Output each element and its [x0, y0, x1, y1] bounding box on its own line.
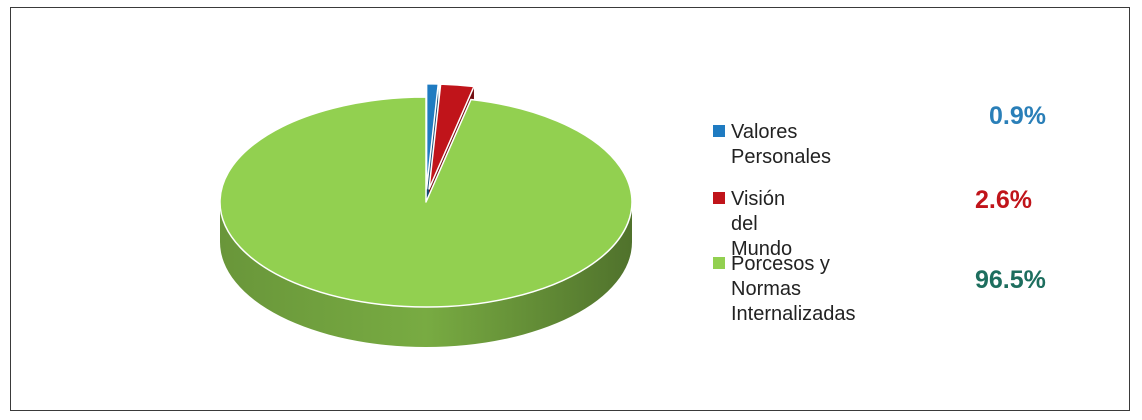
- legend-swatch: [713, 192, 725, 204]
- legend-swatch: [713, 125, 725, 137]
- value-label-vision-del-mundo: 2.6%: [975, 186, 1032, 214]
- pie-slice-2: [219, 96, 633, 308]
- legend-label: Porcesos y Normas Internalizadas: [731, 253, 856, 325]
- pie-slice-1: [428, 83, 475, 190]
- pie-slice-0: [425, 83, 440, 190]
- legend-item-valores-personales: Valores Personales: [713, 120, 831, 170]
- pie-slice-side-2: [220, 202, 632, 347]
- value-label-valores-personales: 0.9%: [989, 102, 1046, 130]
- legend-label: Valores Personales: [731, 121, 832, 168]
- legend-item-procesos-y-normas: Porcesos y Normas Internalizadas: [713, 252, 856, 327]
- legend-item-vision-del-mundo: Visión del Mundo: [713, 187, 792, 262]
- chart-frame: [10, 7, 1130, 411]
- pie-chart: [219, 83, 633, 347]
- legend-swatch: [713, 257, 725, 269]
- legend-label: Visión del Mundo: [731, 188, 793, 260]
- value-label-procesos-y-normas: 96.5%: [975, 266, 1046, 294]
